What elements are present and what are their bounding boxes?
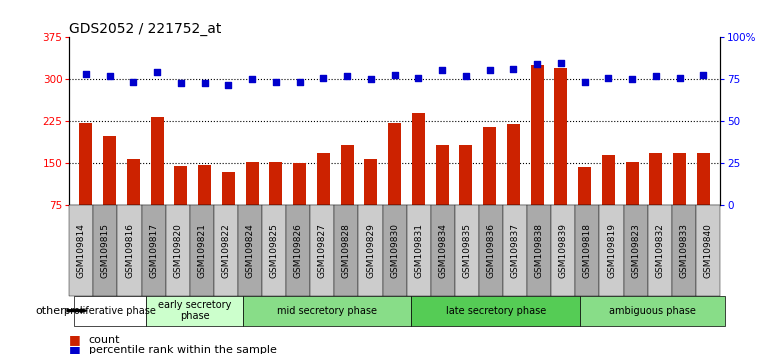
Text: ■: ■ [69, 333, 81, 346]
Text: GSM109826: GSM109826 [293, 223, 303, 278]
Text: GSM109840: GSM109840 [704, 223, 712, 278]
Bar [127, 159, 140, 205]
Point [199, 80, 211, 86]
Text: GSM109815: GSM109815 [101, 223, 110, 278]
Bar [531, 65, 544, 205]
Point [175, 80, 187, 86]
Point [103, 74, 116, 79]
Text: GSM109820: GSM109820 [173, 223, 182, 278]
Bar [483, 127, 496, 205]
Bar [340, 145, 353, 205]
Text: early secretory
phase: early secretory phase [158, 300, 231, 321]
Point [507, 66, 520, 72]
Text: mid secretory phase: mid secretory phase [277, 306, 377, 316]
Point [460, 74, 472, 79]
Point [531, 61, 544, 66]
Text: GSM109818: GSM109818 [583, 223, 592, 278]
Point [578, 79, 591, 85]
Text: ■: ■ [69, 344, 81, 354]
Text: late secretory phase: late secretory phase [446, 306, 546, 316]
Text: count: count [89, 335, 120, 345]
Text: GSM109828: GSM109828 [342, 223, 351, 278]
Bar [174, 166, 187, 205]
Point [626, 76, 638, 82]
Text: proliferative phase: proliferative phase [65, 306, 156, 316]
Text: GSM109814: GSM109814 [77, 223, 85, 278]
Bar [246, 162, 259, 205]
Point [151, 70, 163, 75]
Point [412, 75, 424, 81]
Point [80, 71, 92, 76]
Text: GSM109834: GSM109834 [438, 223, 447, 278]
Bar [507, 124, 520, 205]
Text: GSM109827: GSM109827 [318, 223, 326, 278]
Point [365, 76, 377, 82]
Text: GSM109822: GSM109822 [222, 223, 230, 278]
Point [127, 79, 139, 85]
Text: GSM109832: GSM109832 [655, 223, 665, 278]
Bar [388, 123, 401, 205]
Bar [198, 165, 211, 205]
Bar [364, 159, 377, 205]
Text: GSM109839: GSM109839 [559, 223, 567, 278]
Text: GSM109821: GSM109821 [197, 223, 206, 278]
Bar [151, 117, 164, 205]
Bar [649, 153, 662, 205]
Point [436, 67, 448, 73]
Point [554, 60, 567, 66]
Point [674, 75, 686, 80]
Bar [673, 153, 686, 205]
Text: GSM109837: GSM109837 [511, 223, 520, 278]
Bar [270, 162, 283, 205]
Point [270, 79, 282, 85]
Text: other: other [35, 306, 65, 316]
Point [484, 67, 496, 73]
Bar [554, 68, 567, 205]
Point [650, 74, 662, 79]
Bar [460, 145, 472, 205]
Point [317, 75, 330, 80]
Text: GSM109823: GSM109823 [631, 223, 640, 278]
Point [223, 82, 235, 88]
Bar [79, 123, 92, 205]
Bar [602, 155, 615, 205]
Text: GSM109835: GSM109835 [463, 223, 471, 278]
Text: GSM109824: GSM109824 [246, 223, 255, 278]
Point [341, 74, 353, 79]
Text: GSM109825: GSM109825 [270, 223, 279, 278]
Text: GDS2052 / 221752_at: GDS2052 / 221752_at [69, 22, 222, 36]
Bar [625, 161, 638, 205]
Point [697, 73, 709, 78]
Text: GSM109817: GSM109817 [149, 223, 158, 278]
Bar [222, 172, 235, 205]
Point [246, 76, 258, 81]
Text: GSM109833: GSM109833 [679, 223, 688, 278]
Bar [103, 136, 116, 205]
Point [293, 79, 306, 85]
Text: GSM109838: GSM109838 [534, 223, 544, 278]
Bar [697, 153, 710, 205]
Bar [578, 167, 591, 205]
Text: GSM109829: GSM109829 [366, 223, 375, 278]
Bar [436, 145, 449, 205]
Text: ambiguous phase: ambiguous phase [609, 306, 696, 316]
Point [389, 73, 401, 78]
Bar [412, 113, 425, 205]
Text: GSM109819: GSM109819 [607, 223, 616, 278]
Text: GSM109816: GSM109816 [125, 223, 134, 278]
Text: percentile rank within the sample: percentile rank within the sample [89, 346, 276, 354]
Text: GSM109830: GSM109830 [390, 223, 399, 278]
Text: GSM109831: GSM109831 [414, 223, 424, 278]
Bar [293, 163, 306, 205]
Text: GSM109836: GSM109836 [487, 223, 496, 278]
Bar [317, 153, 330, 205]
Point [602, 75, 614, 81]
